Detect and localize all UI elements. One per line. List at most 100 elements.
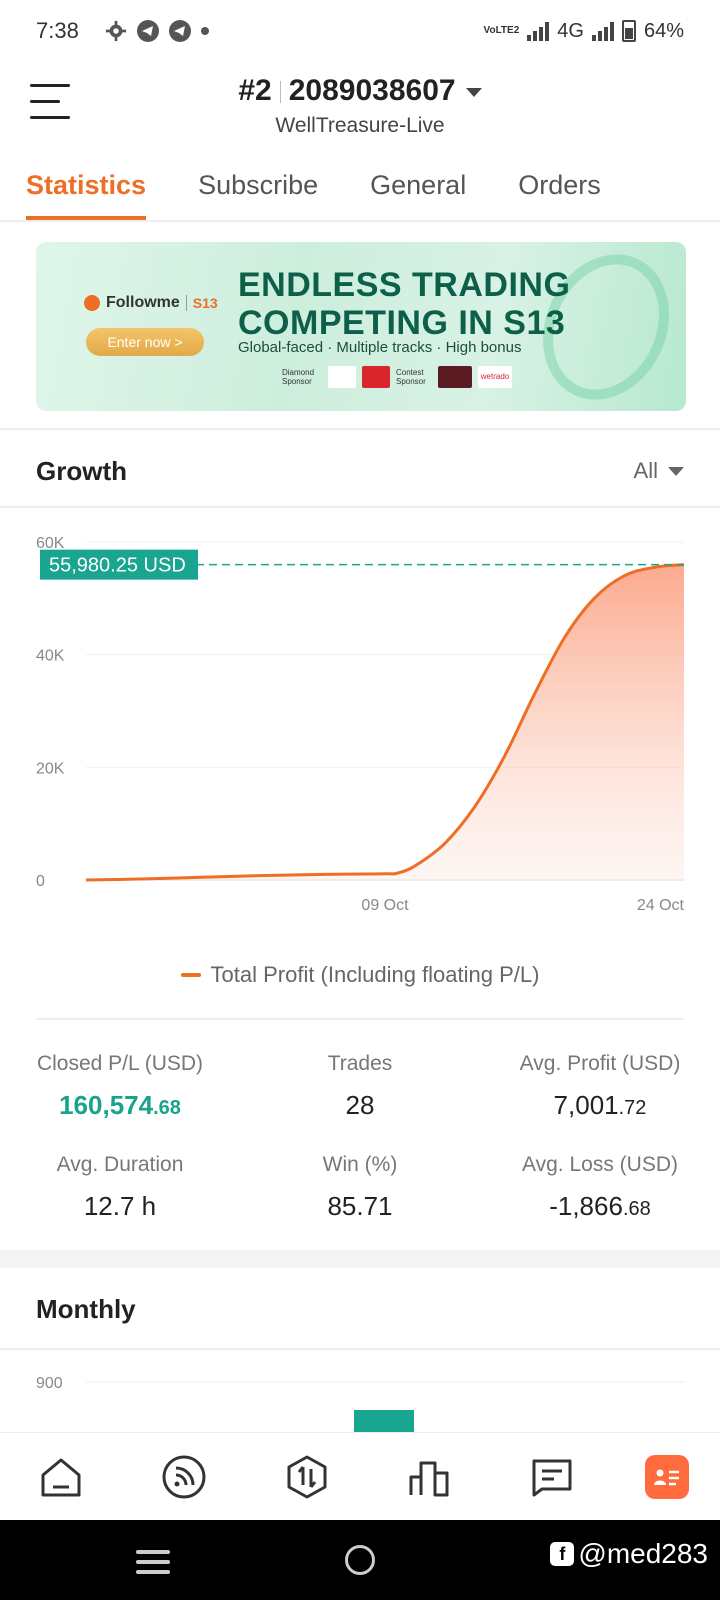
banner-headline: ENDLESS TRADING COMPETING IN S13 xyxy=(238,266,570,342)
account-selector[interactable]: #2 2089038607 xyxy=(0,74,720,108)
chevron-down-icon xyxy=(668,466,684,476)
section-divider xyxy=(36,1018,684,1020)
nav-profile[interactable] xyxy=(644,1454,689,1499)
system-navigation-bar: f @med283 xyxy=(0,1520,720,1600)
battery-level: 64% xyxy=(643,19,684,42)
stat-value: 28 xyxy=(345,1090,375,1120)
nav-messages[interactable] xyxy=(522,1447,582,1507)
ranking-icon xyxy=(409,1461,449,1496)
stat-avg-loss: Avg. Loss (USD) -1,866.68 xyxy=(480,1153,720,1222)
server-name: WellTreasure-Live xyxy=(275,114,445,137)
stat-trades: Trades 28 xyxy=(240,1052,480,1121)
tab-statistics[interactable]: Statistics xyxy=(26,156,147,220)
banner-brand: Followme S13 xyxy=(84,294,218,312)
stat-value: -1,866.68 xyxy=(549,1191,651,1221)
recent-apps-button[interactable] xyxy=(136,1550,170,1580)
hamburger-menu-icon[interactable] xyxy=(30,84,70,120)
sponsor-logo xyxy=(328,366,356,388)
nav-trade[interactable] xyxy=(277,1447,337,1507)
x-tick-label: 09 Oct xyxy=(361,897,409,914)
settings-icon xyxy=(105,20,126,42)
brand-badge: S13 xyxy=(185,295,218,311)
y-tick-label: 0 xyxy=(36,873,45,890)
y-tick-label: 20K xyxy=(36,760,65,777)
facebook-icon: f xyxy=(550,1542,575,1566)
signal-icon xyxy=(591,21,614,41)
promo-banner[interactable]: Followme S13 Enter now > ENDLESS TRADING… xyxy=(36,242,686,411)
tab-subscribe[interactable]: Subscribe xyxy=(198,170,319,200)
nav-ranking[interactable] xyxy=(399,1447,459,1507)
watermark-handle: @med283 xyxy=(578,1538,708,1569)
stat-label: Trades xyxy=(327,1052,393,1075)
legend-label: Total Profit (Including floating P/L) xyxy=(210,962,540,987)
clock: 7:38 xyxy=(36,18,79,43)
banner-subline: Global-faced · Multiple tracks · High bo… xyxy=(238,339,522,356)
stat-closed-pl: Closed P/L (USD) 160,574.68 xyxy=(0,1052,240,1121)
network-type: 4G xyxy=(557,19,584,42)
stat-label: Avg. Duration xyxy=(56,1153,184,1176)
telegram-icon xyxy=(168,20,191,42)
volte-icon: VoLTE2 xyxy=(483,25,520,36)
stat-value: 160,574.68 xyxy=(59,1090,181,1120)
stat-value: 7,001.72 xyxy=(553,1090,647,1120)
growth-chart[interactable]: 55,980.25 USD 0 20K 40K 60K 09 Oct 24 Oct xyxy=(0,520,720,940)
x-tick-label: 24 Oct xyxy=(637,897,685,914)
more-notifications-icon xyxy=(200,27,209,35)
notification-icons xyxy=(105,20,209,42)
system-indicators: VoLTE2 4G 64% xyxy=(484,20,684,43)
followme-logo-icon xyxy=(84,295,100,311)
tab-orders[interactable]: Orders xyxy=(518,170,601,200)
trade-icon xyxy=(287,1455,327,1498)
section-separator xyxy=(0,1250,720,1268)
sponsor-label: Diamond Sponsor xyxy=(282,368,315,386)
sponsor-logo xyxy=(362,366,390,388)
brand-name: Followme xyxy=(106,294,180,311)
headline-line-2: COMPETING IN S13 xyxy=(238,304,566,342)
stat-avg-profit: Avg. Profit (USD) 7,001.72 xyxy=(480,1052,720,1121)
stat-value: 12.7 h xyxy=(83,1191,157,1221)
account-number: 2089038607 xyxy=(288,74,456,107)
range-dropdown[interactable]: All xyxy=(634,458,684,484)
range-value: All xyxy=(633,458,658,483)
sponsor-row: Diamond Sponsor Contest Sponsor wetrado xyxy=(282,366,512,388)
account-rank: #2 xyxy=(238,74,272,107)
stat-label: Win (%) xyxy=(322,1153,398,1176)
enter-now-button[interactable]: Enter now > xyxy=(86,328,204,356)
monthly-y-tick: 900 xyxy=(36,1375,63,1392)
current-value-label: 55,980.25 USD xyxy=(49,555,186,577)
stat-label: Closed P/L (USD) xyxy=(36,1052,204,1075)
y-tick-label: 40K xyxy=(36,648,65,665)
sponsor-logo xyxy=(438,366,472,388)
section-divider xyxy=(0,428,720,430)
status-bar: 7:38 VoLTE2 4G 64% xyxy=(0,0,720,62)
legend-swatch xyxy=(180,973,201,977)
stat-label: Avg. Loss (USD) xyxy=(522,1153,678,1176)
feed-icon xyxy=(162,1455,206,1498)
monthly-chart[interactable]: 900 xyxy=(0,1370,720,1432)
current-value-badge xyxy=(40,549,198,580)
nav-home[interactable] xyxy=(31,1447,91,1507)
home-icon xyxy=(41,1458,81,1496)
signal-icon xyxy=(527,21,550,41)
watermark: f @med283 xyxy=(550,1538,708,1570)
tab-bar: Statistics Subscribe General Orders xyxy=(0,156,720,222)
tab-general[interactable]: General xyxy=(370,170,467,200)
chevron-down-icon xyxy=(465,87,482,97)
profile-icon xyxy=(653,1469,679,1485)
battery-icon xyxy=(621,20,636,42)
app-header: #2 2089038607 WellTreasure-Live xyxy=(0,62,720,152)
monthly-bar xyxy=(354,1410,414,1432)
profit-line xyxy=(85,563,685,882)
sponsor-label: Contest Sponsor xyxy=(396,368,426,386)
stat-value: 85.71 xyxy=(327,1191,393,1221)
y-tick-label: 60K xyxy=(36,535,65,552)
monthly-title: Monthly xyxy=(36,1294,136,1324)
stat-label: Avg. Profit (USD) xyxy=(519,1052,681,1075)
nav-feed[interactable] xyxy=(154,1447,214,1507)
growth-title: Growth xyxy=(36,456,127,486)
headline-line-1: ENDLESS TRADING xyxy=(238,266,571,304)
section-divider xyxy=(0,506,720,508)
message-icon xyxy=(532,1459,572,1496)
home-button[interactable] xyxy=(345,1545,375,1575)
sponsor-logo-wetrado: wetrado xyxy=(478,366,512,388)
